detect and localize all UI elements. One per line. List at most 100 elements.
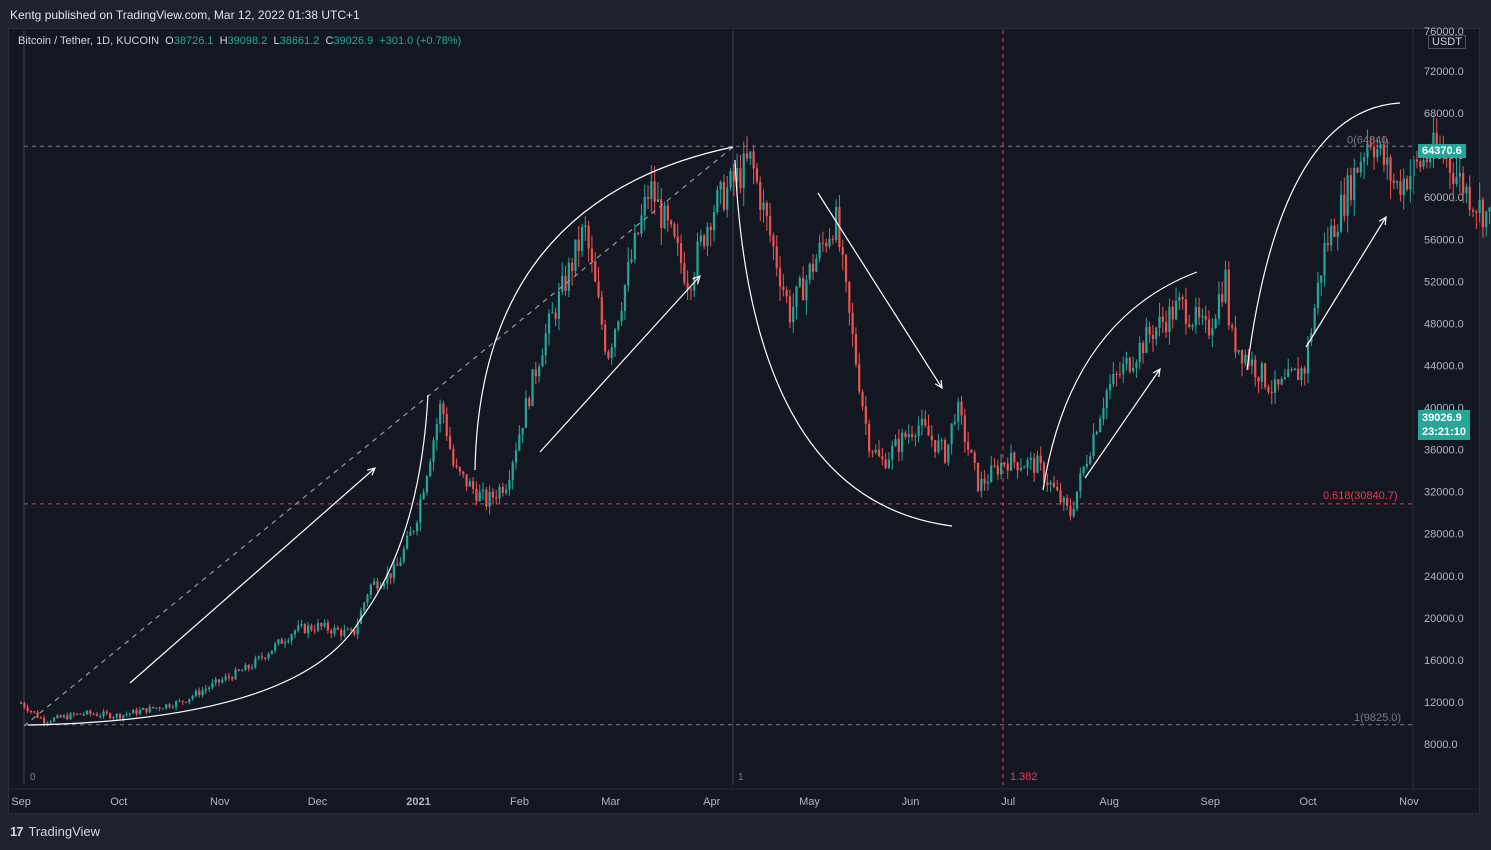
candle-down — [1184, 287, 1188, 335]
candle-up — [270, 650, 273, 655]
candle-body — [1092, 433, 1095, 457]
candle-up — [356, 618, 359, 640]
candle-up — [1049, 480, 1052, 493]
candle-up — [1089, 452, 1092, 466]
candle-down — [864, 396, 867, 435]
candle-body — [904, 432, 907, 438]
candle-body — [260, 656, 264, 658]
candle-body — [808, 263, 811, 280]
candle-body — [300, 624, 303, 626]
price-tick-label: 48000.0 — [1424, 318, 1464, 330]
candle-body — [831, 238, 834, 240]
candle-body — [594, 261, 597, 282]
candle-body — [874, 449, 877, 453]
candle-body — [1221, 294, 1224, 303]
candle-body — [505, 489, 508, 493]
candle-down — [831, 235, 834, 245]
candle-body — [1273, 379, 1277, 393]
candle-up — [82, 711, 85, 717]
candle-down — [168, 702, 171, 709]
candle-down — [709, 222, 712, 247]
candle-up — [706, 222, 709, 257]
candle-down — [89, 709, 92, 717]
candle-body — [653, 181, 656, 202]
candle-down — [158, 706, 161, 712]
candle-down — [943, 437, 947, 465]
candle-down — [36, 710, 39, 719]
candle-up — [122, 714, 125, 722]
candle-down — [967, 431, 970, 456]
candle-up — [792, 293, 795, 334]
candle-body — [221, 679, 224, 683]
candle-body — [1336, 231, 1339, 238]
candle-body — [1260, 363, 1263, 382]
candle-up — [297, 620, 300, 633]
candle-up — [257, 655, 260, 661]
candle-body — [884, 459, 887, 469]
symbol-legend[interactable]: Bitcoin / Tether, 1D, KUCOIN O38726.1 H3… — [18, 35, 461, 47]
candle-up — [287, 637, 290, 644]
tradingview-brand[interactable]: TradingView — [28, 824, 101, 839]
candle-body — [23, 703, 26, 708]
candle-down — [237, 668, 240, 672]
candle-up — [541, 348, 544, 368]
candle-body — [940, 440, 943, 442]
currency-unit[interactable]: USDT — [1428, 35, 1466, 49]
candle-up — [1079, 467, 1082, 499]
candle-body — [739, 168, 742, 189]
candle-body — [481, 489, 485, 492]
candle-up — [419, 494, 422, 532]
candle-body — [755, 168, 759, 182]
candle-body — [181, 700, 184, 702]
candle-body — [1052, 482, 1056, 488]
candle-up — [693, 271, 696, 298]
candle-body — [990, 465, 993, 482]
candle-body — [102, 711, 105, 716]
candle-up — [511, 460, 514, 490]
candle-down — [472, 477, 475, 495]
candle-body — [679, 243, 683, 264]
candle-up — [521, 427, 524, 443]
candle-up — [1339, 180, 1343, 234]
arrow-up-4-head — [1378, 215, 1387, 226]
candle-up — [366, 593, 369, 607]
candle-down — [910, 425, 914, 441]
candle-body — [429, 461, 432, 477]
candle-body — [1402, 178, 1405, 195]
candle-down — [33, 711, 36, 714]
candle-body — [788, 296, 792, 323]
price-tick-label: 72000.0 — [1424, 66, 1464, 78]
tradingview-logo-icon[interactable]: 17 — [10, 824, 24, 839]
candle-down — [145, 708, 148, 715]
candle-body — [897, 439, 900, 453]
candle-up — [234, 666, 237, 680]
candle-down — [1118, 361, 1122, 379]
candle-body — [1303, 368, 1306, 374]
candle-down — [1006, 457, 1009, 479]
candle-down — [851, 302, 854, 347]
candle-body — [580, 227, 584, 252]
candle-body — [844, 255, 848, 282]
candle-down — [118, 712, 122, 721]
candle-body — [145, 708, 148, 713]
candle-body — [280, 639, 283, 644]
bar-countdown: 23:21:10 — [1422, 426, 1467, 438]
candle-body — [1009, 452, 1013, 471]
candle-down — [1257, 376, 1260, 394]
candle-down — [785, 286, 788, 303]
candle-body — [693, 276, 696, 291]
candle-down — [534, 362, 537, 385]
candle-body — [1049, 482, 1052, 485]
candle-up — [221, 677, 224, 684]
candle-body — [112, 717, 115, 719]
candle-body — [188, 698, 191, 703]
candle-down — [1468, 175, 1471, 217]
candle-up — [1359, 152, 1362, 178]
candle-down — [59, 714, 62, 718]
candle-body — [26, 707, 29, 711]
candle-body — [142, 708, 145, 711]
candle-body — [646, 196, 650, 200]
candle-up — [1108, 374, 1112, 400]
candle-body — [901, 432, 904, 453]
